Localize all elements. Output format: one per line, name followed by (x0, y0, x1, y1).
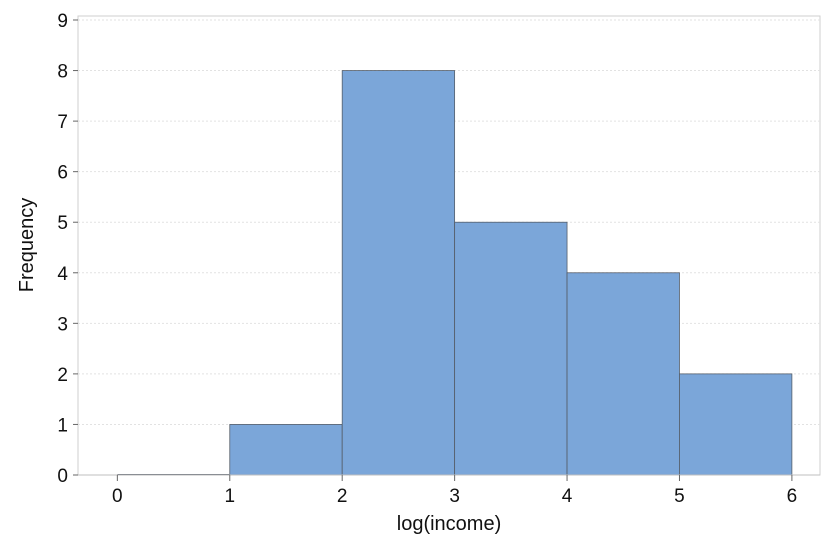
histogram-bars (117, 70, 793, 476)
x-tick-label: 1 (224, 486, 235, 507)
x-axis-title: log(income) (397, 513, 501, 535)
x-tick-label: 0 (112, 486, 123, 507)
histogram-bar (454, 221, 568, 476)
y-tick-label: 7 (57, 112, 68, 133)
x-tick-label: 4 (562, 486, 573, 507)
y-tick-label: 0 (57, 466, 68, 487)
y-tick-label: 2 (57, 365, 68, 386)
x-tick-label: 5 (674, 486, 685, 507)
y-tick-label: 1 (57, 415, 68, 436)
y-tick-label: 4 (57, 264, 68, 285)
histogram-bar (341, 70, 456, 476)
x-tick-label: 6 (787, 486, 798, 507)
histogram-bar (229, 424, 343, 476)
y-tick-label: 6 (57, 163, 68, 184)
y-axis: 0 1 2 3 4 5 6 7 8 9 (57, 11, 78, 487)
x-tick-label: 2 (337, 486, 348, 507)
y-tick-label: 5 (57, 213, 68, 234)
histogram-bar (679, 373, 793, 476)
y-tick-label: 8 (57, 62, 68, 83)
x-axis: 0 1 2 3 4 5 6 (78, 474, 820, 507)
x-tick-label: 3 (449, 486, 460, 507)
y-tick-label: 3 (57, 314, 68, 335)
y-axis-title: Frequency (16, 198, 38, 293)
histogram-bar (566, 272, 680, 476)
y-tick-label: 9 (57, 11, 68, 32)
